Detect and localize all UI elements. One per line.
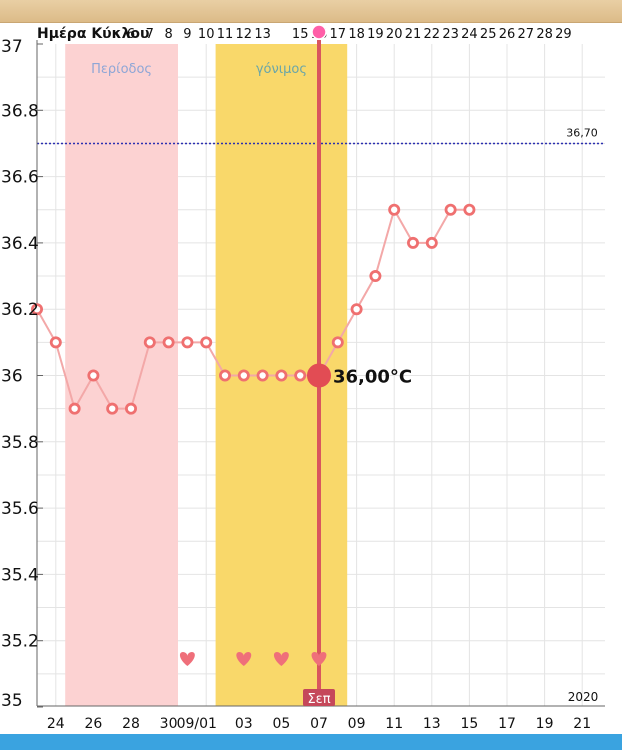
cycle-day-number: 11 (217, 27, 234, 42)
today-day-dot (311, 24, 327, 40)
date-tick-label: 19 (536, 716, 554, 732)
cycle-day-number: 24 (461, 27, 478, 42)
cycle-day-number: 28 (536, 27, 553, 42)
date-tick-label: 09/01 (177, 716, 217, 732)
temperature-series (31, 203, 476, 415)
temperature-point (31, 303, 44, 316)
cycle-day-number: 12 (236, 27, 253, 42)
temperature-point (463, 203, 476, 216)
heart-icon (273, 652, 289, 666)
cycle-day-number: 22 (424, 27, 441, 42)
temperature-point (406, 236, 419, 249)
cycle-day-number: 26 (499, 27, 516, 42)
heart-icon (179, 652, 195, 666)
cycle-day-number: 13 (254, 27, 271, 42)
date-tick-label: 17 (498, 716, 516, 732)
cycle-day-number: 18 (348, 27, 365, 42)
month-tag-label: Σεπ (307, 692, 330, 707)
today-value-label: 36,00°C (333, 367, 412, 388)
y-tick-label: 35.6 (1, 499, 39, 519)
temperature-point (369, 270, 382, 283)
fertile-band-label: γόνιμος (256, 62, 307, 77)
cycle-day-number: 21 (405, 27, 422, 42)
cycle-day-number: 8 (164, 27, 172, 42)
temperature-point (275, 369, 288, 382)
y-tick-label: 36.4 (1, 234, 39, 254)
top-bar (0, 0, 622, 23)
temperature-point (49, 336, 62, 349)
cycle-day-number: 27 (518, 27, 535, 42)
today-point (307, 363, 331, 388)
heart-icon (311, 652, 327, 666)
date-tick-label: 21 (573, 716, 591, 732)
temperature-point (68, 402, 81, 415)
cycle-day-number: 23 (442, 27, 459, 42)
today-marker[interactable]: 36,00°C Σεπ (303, 40, 412, 707)
temperature-point (294, 369, 307, 382)
date-tick-label: 09 (348, 716, 366, 732)
date-tick-label: 30 (160, 716, 178, 732)
temperature-point (143, 336, 156, 349)
date-tick-label: 05 (272, 716, 290, 732)
date-tick-label: 03 (235, 716, 253, 732)
cycle-day-number: 29 (555, 27, 572, 42)
cycle-day-number: 7 (146, 27, 154, 42)
cycle-day-number: 25 (480, 27, 497, 42)
cycle-day-number: 17 (330, 27, 347, 42)
date-tick-label: 15 (460, 716, 478, 732)
date-tick-label: 26 (84, 716, 102, 732)
y-tick-label: 36.2 (1, 300, 39, 320)
year-label: 2020 (568, 690, 599, 704)
cycle-day-label: Ημέρα Κύκλου (37, 26, 150, 42)
temperature-point (444, 203, 457, 216)
threshold-label: 36,70 (566, 126, 598, 139)
temperature-point (388, 203, 401, 216)
temperature-line (36, 207, 470, 412)
y-tick-label: 36.8 (1, 101, 39, 121)
y-tick-label: 35 (1, 691, 23, 711)
temperature-point (218, 369, 231, 382)
y-tick-label: 35.2 (1, 632, 39, 652)
date-tick-label: 28 (122, 716, 140, 732)
cycle-day-number: 15 (292, 27, 309, 42)
bottom-bar[interactable] (0, 734, 622, 750)
cycle-day-number: 19 (367, 27, 384, 42)
date-tick-label: 24 (47, 716, 65, 732)
intercourse-hearts (179, 652, 327, 666)
cycle-day-number: 9 (183, 27, 191, 42)
cycle-day-number: 6 (127, 27, 135, 42)
temperature-point (106, 402, 119, 415)
temperature-point (331, 336, 344, 349)
y-tick-label: 35.4 (1, 565, 39, 585)
temperature-point (87, 369, 100, 382)
y-tick-label: 36 (1, 367, 23, 387)
axis-labels: 37 36.8 36.6 36.4 36.2 36 35.8 35.6 35.4 35.2 35 Ημ… (1, 24, 599, 732)
temperature-point (350, 303, 363, 316)
period-band (65, 44, 178, 706)
date-tick-label: 13 (423, 716, 441, 732)
temperature-point (256, 369, 269, 382)
temperature-point (181, 336, 194, 349)
period-band-label: Περίοδος (91, 62, 152, 77)
temperature-point (200, 336, 213, 349)
temperature-point (125, 402, 138, 415)
y-tick-label: 35.8 (1, 433, 39, 453)
date-tick-label: 07 (310, 716, 328, 732)
cycle-day-number: 10 (198, 27, 215, 42)
y-tick-label: 36.6 (1, 168, 39, 188)
cycle-day-number: 20 (386, 27, 403, 42)
temperature-point (425, 236, 438, 249)
month-tag (303, 689, 335, 706)
heart-icon (236, 652, 252, 666)
temperature-point (162, 336, 175, 349)
y-tick-label: 37 (1, 37, 23, 57)
date-tick-label: 11 (385, 716, 403, 732)
temperature-point (237, 369, 250, 382)
